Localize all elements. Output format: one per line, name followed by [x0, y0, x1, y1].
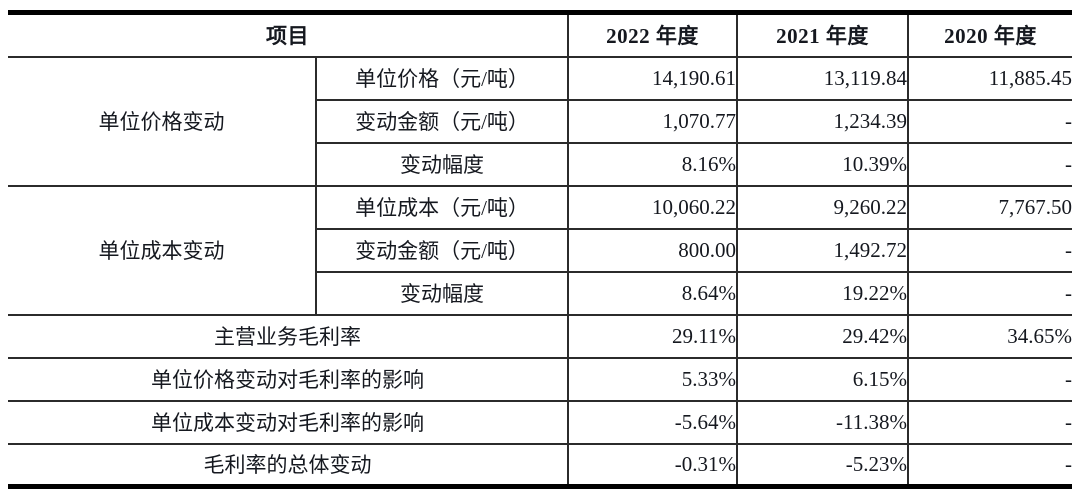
col-header-item: 项目	[8, 11, 569, 58]
metric-label-cell: 变动幅度	[315, 141, 569, 187]
value-cell-2021: 19.22%	[736, 270, 909, 316]
value-cell-2021: -5.23%	[736, 442, 909, 488]
value-cell-2020: -	[907, 270, 1072, 316]
col-header-2020: 2020 年度	[907, 11, 1072, 58]
table-row: 单位价格变动 单位价格（元/吨） 14,190.61 13,119.84 11,…	[8, 55, 1072, 187]
value-cell-2022: -0.31%	[567, 442, 738, 488]
table-row: 单位成本变动 单位成本（元/吨） 10,060.22 9,260.22 7,76…	[8, 184, 1072, 316]
value-cell-2020: -	[907, 356, 1072, 402]
value-cell-2022: -5.64%	[567, 399, 738, 445]
table-row: 单位价格变动对毛利率的影响 5.33% 6.15% -	[8, 356, 1072, 402]
value-cell-2020: -	[907, 141, 1072, 187]
value-cell-2021: 9,260.22	[736, 184, 909, 230]
table-row: 主营业务毛利率 29.11% 29.42% 34.65%	[8, 313, 1072, 359]
value-cell-2020: -	[907, 98, 1072, 144]
value-cell-2020: 11,885.45	[907, 55, 1072, 101]
summary-label-cost-impact: 单位成本变动对毛利率的影响	[8, 399, 569, 445]
metric-label-cell: 变动金额（元/吨）	[315, 98, 569, 144]
metric-label-cell: 变动金额（元/吨）	[315, 227, 569, 273]
table-row: 变动金额（元/吨） 800.00 1,492.72 -	[8, 227, 1072, 273]
value-cell-2022: 5.33%	[567, 356, 738, 402]
table-row: 变动幅度 8.64% 19.22% -	[8, 270, 1072, 316]
value-cell-2021: 29.42%	[736, 313, 909, 359]
summary-label-price-impact: 单位价格变动对毛利率的影响	[8, 356, 569, 402]
value-cell-2022: 29.11%	[567, 313, 738, 359]
table-row: 毛利率的总体变动 -0.31% -5.23% -	[8, 442, 1072, 488]
value-cell-2022: 14,190.61	[567, 55, 738, 101]
value-cell-2020: 7,767.50	[907, 184, 1072, 230]
table-row: 变动金额（元/吨） 1,070.77 1,234.39 -	[8, 98, 1072, 144]
summary-label-gross-margin: 主营业务毛利率	[8, 313, 569, 359]
value-cell-2022: 800.00	[567, 227, 738, 273]
metric-label-cell: 单位价格（元/吨）	[315, 55, 569, 101]
col-header-2022: 2022 年度	[567, 11, 738, 58]
value-cell-2021: 13,119.84	[736, 55, 909, 101]
group-label-unit-cost: 单位成本变动	[8, 184, 317, 316]
value-cell-2022: 8.16%	[567, 141, 738, 187]
value-cell-2022: 10,060.22	[567, 184, 738, 230]
metric-label-cell: 变动幅度	[315, 270, 569, 316]
summary-label-total-change: 毛利率的总体变动	[8, 442, 569, 488]
gross-margin-variation-table: 项目 2022 年度 2021 年度 2020 年度 单位价格变动 单位价格（元…	[8, 10, 1072, 489]
value-cell-2020: -	[907, 399, 1072, 445]
col-header-2021: 2021 年度	[736, 11, 909, 58]
value-cell-2021: 1,234.39	[736, 98, 909, 144]
value-cell-2021: -11.38%	[736, 399, 909, 445]
value-cell-2022: 1,070.77	[567, 98, 738, 144]
value-cell-2020: -	[907, 442, 1072, 488]
value-cell-2021: 1,492.72	[736, 227, 909, 273]
value-cell-2022: 8.64%	[567, 270, 738, 316]
value-cell-2021: 10.39%	[736, 141, 909, 187]
table-header-row: 项目 2022 年度 2021 年度 2020 年度	[8, 11, 1072, 58]
value-cell-2021: 6.15%	[736, 356, 909, 402]
table-row: 单位成本变动对毛利率的影响 -5.64% -11.38% -	[8, 399, 1072, 445]
group-label-unit-price: 单位价格变动	[8, 55, 317, 187]
value-cell-2020: 34.65%	[907, 313, 1072, 359]
value-cell-2020: -	[907, 227, 1072, 273]
metric-label-cell: 单位成本（元/吨）	[315, 184, 569, 230]
table-row: 变动幅度 8.16% 10.39% -	[8, 141, 1072, 187]
